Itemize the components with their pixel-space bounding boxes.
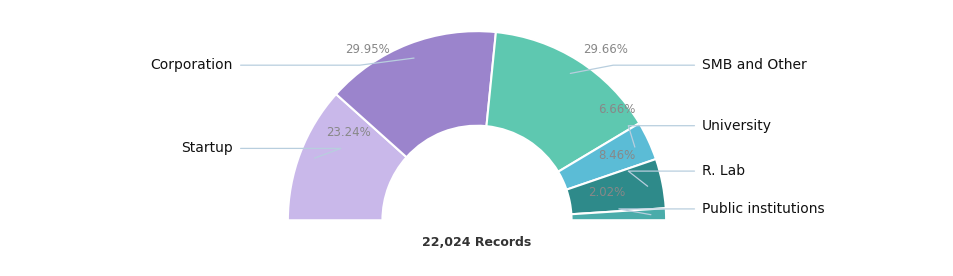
Wedge shape xyxy=(486,32,639,172)
Text: Public institutions: Public institutions xyxy=(701,202,823,216)
Wedge shape xyxy=(571,208,665,220)
Text: SMB and Other: SMB and Other xyxy=(701,58,806,72)
Text: 2.02%: 2.02% xyxy=(588,187,625,200)
Text: 6.66%: 6.66% xyxy=(598,103,635,116)
Text: 29.95%: 29.95% xyxy=(345,43,390,56)
Wedge shape xyxy=(566,159,665,214)
Wedge shape xyxy=(288,94,406,220)
Text: University: University xyxy=(701,119,771,133)
Wedge shape xyxy=(558,123,656,190)
Text: 22,024 Records: 22,024 Records xyxy=(422,237,531,250)
Text: 29.66%: 29.66% xyxy=(582,43,627,56)
Wedge shape xyxy=(335,31,496,157)
Text: Corporation: Corporation xyxy=(151,58,233,72)
Text: 23.24%: 23.24% xyxy=(326,126,371,139)
Text: Startup: Startup xyxy=(181,141,233,155)
Text: R. Lab: R. Lab xyxy=(701,164,744,178)
Text: 8.46%: 8.46% xyxy=(598,149,635,162)
